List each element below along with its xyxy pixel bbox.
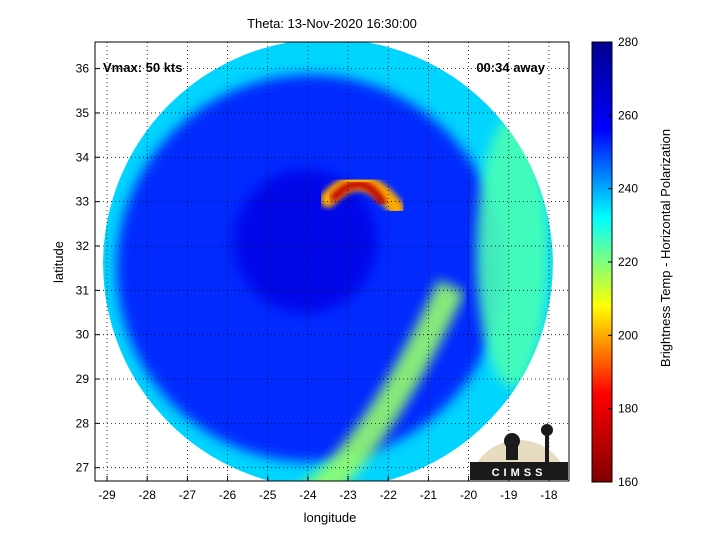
x-tick-label: -26 xyxy=(219,488,237,502)
colorbar-tick-label: 180 xyxy=(618,402,638,416)
chart-title: Theta: 13-Nov-2020 16:30:00 xyxy=(247,16,417,31)
swath-east-band xyxy=(476,117,549,388)
colorbar-tick-label: 240 xyxy=(618,182,638,196)
x-tick-label: -21 xyxy=(420,488,438,502)
brightness-temp-swath xyxy=(103,42,553,481)
swath-rain-band xyxy=(319,174,405,217)
x-tick-label: -29 xyxy=(98,488,116,502)
x-tick-label: -23 xyxy=(339,488,357,502)
x-tick-label: -19 xyxy=(500,488,518,502)
x-tick-label: -20 xyxy=(460,488,478,502)
y-axis-label: latitude xyxy=(51,241,66,283)
y-tick-label: 27 xyxy=(76,461,90,475)
y-tick-label: 32 xyxy=(76,239,90,253)
colorbar-label: Brightness Temp - Horizontal Polarizatio… xyxy=(658,129,673,367)
y-axis-ticks: 27 28 29 30 31 32 33 34 35 36 xyxy=(76,62,100,475)
colorbar-tick-label: 200 xyxy=(618,328,638,342)
y-tick-label: 30 xyxy=(76,328,90,342)
time-away-annotation: 00:34 away xyxy=(476,60,545,75)
swath-center xyxy=(233,169,378,314)
colorbar-tick-label: 260 xyxy=(618,108,638,122)
plot-frame xyxy=(94,41,570,482)
colorbar-tick-label: 220 xyxy=(618,255,638,269)
vmax-annotation: Vmax: 50 kts xyxy=(103,60,183,75)
x-tick-label: -27 xyxy=(179,488,197,502)
swath-rain-band-core xyxy=(329,180,387,207)
colorbar-ticks: 160 180 200 220 240 260 280 xyxy=(608,35,638,489)
x-tick-label: -18 xyxy=(540,488,558,502)
y-tick-label: 35 xyxy=(76,106,90,120)
x-tick-label: -24 xyxy=(299,488,317,502)
y-tick-label: 36 xyxy=(76,62,90,76)
cimss-logo: CIMSS xyxy=(470,424,568,480)
grid-lines xyxy=(95,42,569,481)
y-tick-label: 29 xyxy=(76,372,90,386)
colorbar-tick-label: 160 xyxy=(618,475,638,489)
x-tick-label: -28 xyxy=(139,488,157,502)
x-axis-ticks: -29 -28 -27 -26 -25 -24 -23 -22 -21 -20 -19 -18 xyxy=(98,476,558,502)
swath-layers xyxy=(103,42,553,481)
swath-south-band xyxy=(297,280,465,481)
x-tick-label: -22 xyxy=(380,488,398,502)
x-tick-label: -25 xyxy=(259,488,277,502)
colorbar-tick-label: 280 xyxy=(618,35,638,49)
y-tick-label: 33 xyxy=(76,195,90,209)
colorbar: 160 180 200 220 240 260 280 Brightness Temp - … xyxy=(591,35,673,489)
x-axis-label: longitude xyxy=(304,510,357,525)
plot-area: -29 -28 -27 -26 -25 -24 -23 -22 -21 -20 -19 -18 272… xyxy=(76,41,570,502)
y-tick-label: 28 xyxy=(76,416,90,430)
cimss-logo-text: CIMSS xyxy=(492,467,547,479)
y-tick-label: 31 xyxy=(76,283,90,297)
y-tick-label: 34 xyxy=(76,150,90,164)
